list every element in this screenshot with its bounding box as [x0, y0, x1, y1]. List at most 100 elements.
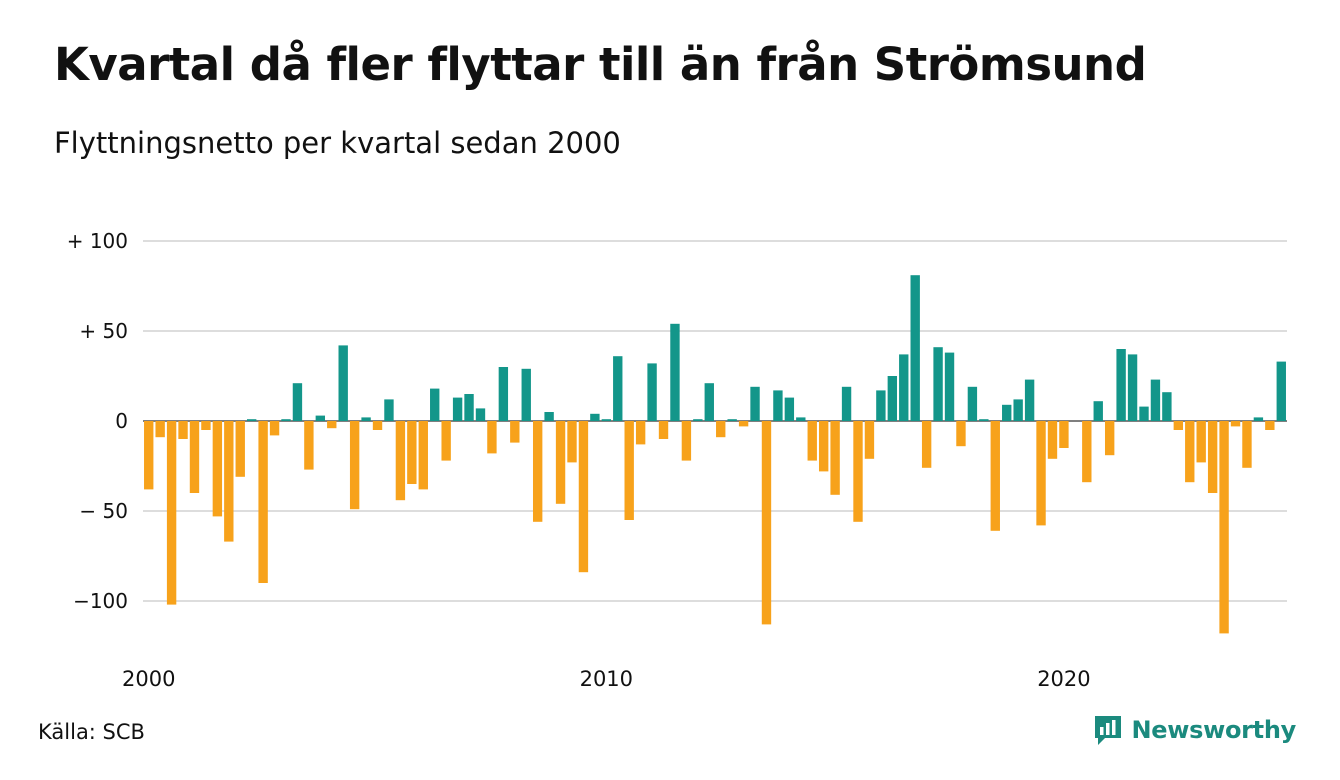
- y-tick-label: + 50: [79, 319, 128, 343]
- bar: [681, 421, 692, 461]
- bar: [1276, 361, 1286, 421]
- bar: [441, 421, 451, 461]
- bar: [395, 421, 406, 501]
- bar: [1127, 354, 1138, 421]
- bar: [807, 421, 817, 461]
- bar: [818, 421, 829, 472]
- bar: [933, 347, 943, 421]
- bar: [178, 421, 188, 439]
- bar: [212, 421, 223, 517]
- bar: [1150, 379, 1161, 421]
- bar: [1265, 421, 1275, 430]
- bar: [487, 421, 497, 454]
- bar: [899, 354, 909, 421]
- bar: [693, 419, 703, 421]
- newsworthy-logo: Newsworthy: [1093, 714, 1296, 746]
- newsworthy-logo-icon: [1095, 716, 1122, 745]
- x-tick-label: 2010: [580, 667, 633, 691]
- bar: [601, 419, 612, 421]
- bar: [166, 421, 177, 605]
- bar: [452, 397, 463, 421]
- bar: [647, 363, 657, 421]
- bar: [384, 399, 394, 421]
- bar: [613, 356, 623, 421]
- bar: [407, 421, 417, 484]
- bar: [738, 421, 749, 427]
- bar: [864, 421, 875, 459]
- bar: [578, 421, 589, 573]
- bar: [315, 415, 326, 421]
- y-tick-label: − 50: [79, 499, 128, 523]
- bar: [1173, 421, 1184, 430]
- bar: [464, 394, 474, 421]
- bar: [876, 390, 886, 421]
- bar: [544, 412, 554, 421]
- bar: [555, 421, 566, 504]
- bar: [349, 421, 360, 510]
- bar: [1185, 421, 1195, 483]
- bar: [532, 421, 543, 522]
- bar: [727, 419, 737, 421]
- bar: [201, 421, 211, 430]
- bar: [1024, 379, 1035, 421]
- chart-title: Kvartal då fler flyttar till än från Str…: [54, 38, 1147, 91]
- bar: [658, 421, 669, 439]
- bar: [1242, 421, 1252, 468]
- bar: [921, 421, 932, 468]
- bar: [956, 421, 966, 447]
- bar: [796, 417, 806, 421]
- bar: [1162, 392, 1172, 421]
- bar: [1196, 421, 1206, 463]
- bar: [853, 421, 863, 522]
- bar: [1059, 421, 1069, 448]
- bar: [1207, 421, 1218, 493]
- bar: [144, 421, 154, 490]
- bar: [967, 386, 978, 421]
- bar: [361, 417, 371, 421]
- x-tick-label: 2020: [1037, 667, 1090, 691]
- bar: [235, 421, 245, 477]
- bar: [510, 421, 520, 443]
- source-note: Källa: SCB: [38, 720, 145, 744]
- bar: [1116, 349, 1126, 421]
- bar: [269, 421, 280, 436]
- bar: [761, 421, 772, 625]
- chart-subtitle: Flyttningsnetto per kvartal sedan 2000: [54, 126, 621, 160]
- bar: [830, 421, 840, 495]
- y-tick-label: 0: [115, 409, 128, 433]
- bar: [521, 368, 531, 421]
- y-tick-label: + 100: [67, 229, 128, 253]
- bar: [475, 408, 486, 421]
- bar: [670, 323, 680, 421]
- bar: [1219, 421, 1229, 634]
- bar: [1139, 406, 1149, 421]
- bar: [430, 388, 440, 421]
- bar: [281, 419, 291, 421]
- bar: [590, 413, 600, 421]
- bar: [841, 386, 852, 421]
- bar: [1093, 401, 1103, 421]
- bar: [887, 376, 898, 421]
- bar: [155, 421, 165, 438]
- y-axis-tick-labels: + 100 + 50 0 − 50 −100: [67, 229, 128, 613]
- bar: [418, 421, 428, 490]
- bar: [1230, 421, 1241, 427]
- bar: [773, 390, 783, 421]
- bar: [338, 345, 348, 421]
- bar: [944, 352, 955, 421]
- bar: [624, 421, 634, 520]
- bar: [750, 386, 760, 421]
- bar: [1104, 421, 1115, 456]
- bar: [246, 419, 257, 421]
- bar: [292, 383, 303, 421]
- y-tick-label: −100: [73, 589, 128, 613]
- bar: [224, 421, 234, 542]
- bar: [1253, 417, 1264, 421]
- bar: [1002, 404, 1012, 421]
- bar: [1082, 421, 1092, 483]
- bar: [990, 421, 1000, 531]
- x-axis-tick-labels: 2000 2010 2020: [122, 667, 1091, 691]
- bar: [258, 421, 268, 583]
- bar: [304, 421, 314, 470]
- bar: [979, 419, 989, 421]
